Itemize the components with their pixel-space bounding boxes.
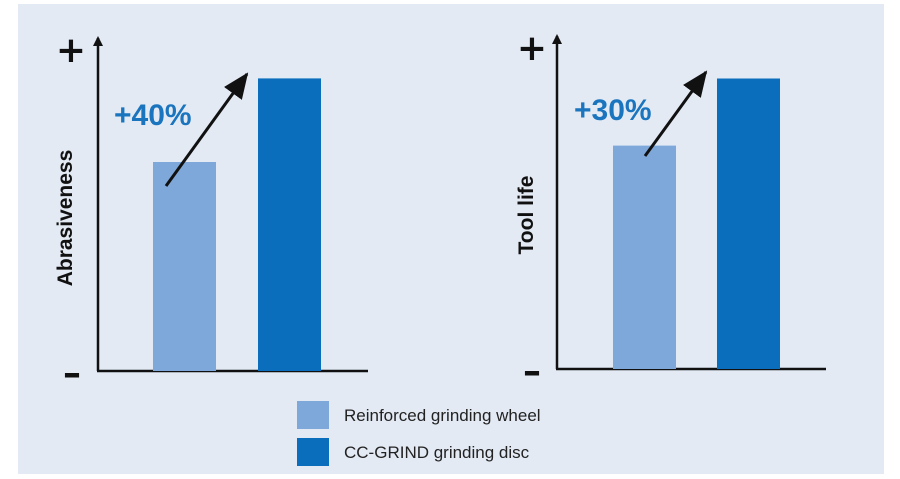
bar-reinforced-grinding-wheel bbox=[153, 162, 216, 371]
legend-label-reinforced: Reinforced grinding wheel bbox=[344, 406, 541, 425]
increase-arrow bbox=[643, 70, 708, 157]
increase-annotation: +30% bbox=[574, 94, 652, 127]
bar-reinforced-grinding-wheel bbox=[613, 145, 676, 369]
increase-arrow bbox=[164, 72, 249, 187]
axis-top-label: + bbox=[517, 28, 547, 69]
bar-cc-grind-grinding-disc bbox=[258, 78, 321, 372]
chart-tool-life: + – Tool life +30% bbox=[515, 28, 826, 392]
chart-abrasiveness: + – Abrasiveness +40% bbox=[54, 30, 368, 394]
legend-swatch-reinforced bbox=[297, 401, 329, 429]
y-axis-label: Abrasiveness bbox=[54, 150, 77, 287]
legend-label-cc-grind: CC-GRIND grinding disc bbox=[344, 443, 530, 462]
legend-swatch-cc-grind bbox=[297, 438, 329, 466]
axis-bottom-label: – bbox=[523, 351, 541, 392]
bar-cc-grind-grinding-disc bbox=[717, 78, 780, 369]
axis-bottom-label: – bbox=[63, 353, 81, 394]
y-axis-label: Tool life bbox=[515, 176, 538, 255]
increase-annotation: +40% bbox=[114, 99, 192, 132]
axis-top-label: + bbox=[56, 30, 86, 71]
legend: Reinforced grinding wheel CC-GRIND grind… bbox=[297, 401, 541, 466]
